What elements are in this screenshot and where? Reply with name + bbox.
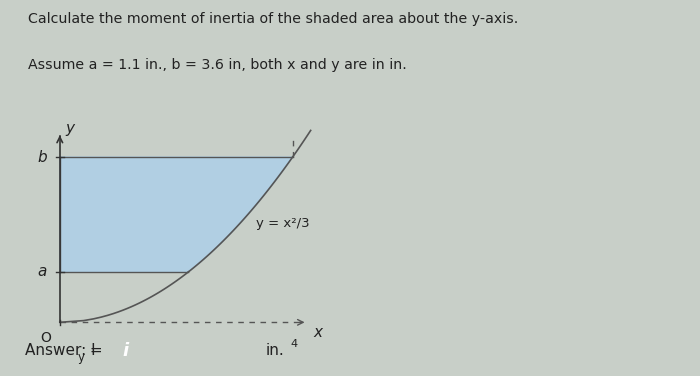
- Text: b: b: [37, 150, 47, 165]
- Text: i: i: [122, 342, 128, 359]
- Text: Calculate the moment of inertia of the shaded area about the y-axis.: Calculate the moment of inertia of the s…: [28, 12, 518, 26]
- Text: y: y: [78, 351, 85, 364]
- Text: 4: 4: [290, 339, 298, 349]
- Text: =: =: [85, 343, 103, 358]
- Text: y = x²/3: y = x²/3: [256, 217, 310, 230]
- Text: O: O: [41, 331, 51, 344]
- Text: Answer: I: Answer: I: [25, 343, 95, 358]
- Text: Assume a = 1.1 in., b = 3.6 in, both x and y are in in.: Assume a = 1.1 in., b = 3.6 in, both x a…: [28, 58, 407, 72]
- Polygon shape: [60, 157, 293, 272]
- Text: x: x: [314, 325, 323, 340]
- Text: in.: in.: [266, 343, 285, 358]
- Text: y: y: [65, 121, 74, 136]
- Text: a: a: [38, 264, 47, 279]
